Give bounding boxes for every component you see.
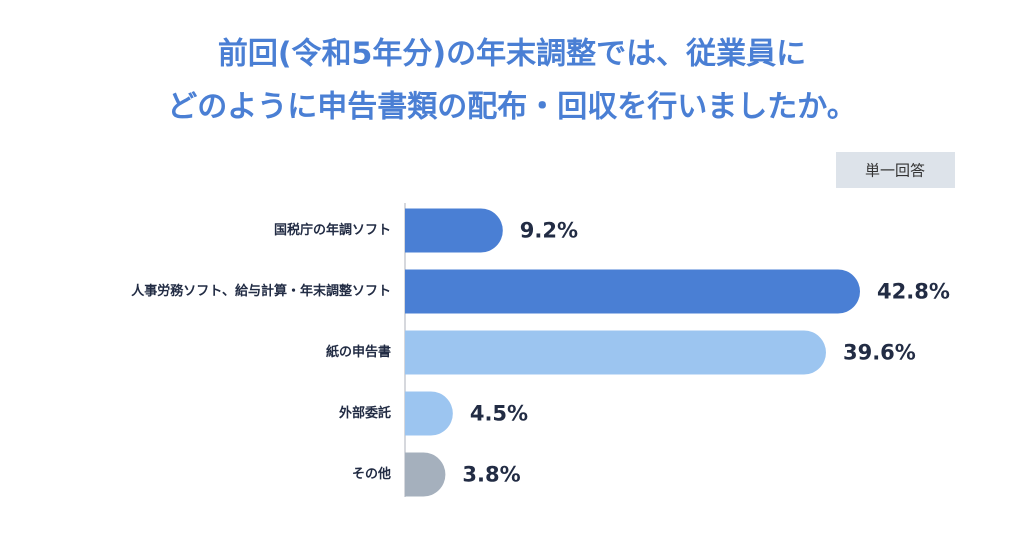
value-label: 4.5% [470, 402, 528, 426]
category-label: その他 [352, 466, 391, 482]
category-label: 人事労務ソフト、給与計算・年末調整ソフト [131, 283, 391, 299]
bar [405, 208, 503, 253]
bar [405, 391, 453, 436]
value-label: 3.8% [462, 463, 520, 487]
bar [405, 269, 861, 314]
bar [405, 330, 826, 375]
value-label: 9.2% [520, 219, 578, 243]
chart-title: 前回(令和5年分)の年末調整では、従業員に [218, 37, 806, 72]
subtitle: 単一回答 [865, 162, 925, 180]
bar [405, 452, 446, 497]
chart-title: どのように申告書類の配布・回収を行いましたか。 [167, 90, 856, 125]
category-label: 紙の申告書 [326, 344, 391, 360]
category-label: 国税庁の年調ソフト [274, 222, 391, 238]
category-label: 外部委託 [338, 405, 391, 421]
value-label: 39.6% [843, 341, 916, 365]
badge [836, 152, 955, 188]
value-label: 42.8% [877, 280, 950, 304]
